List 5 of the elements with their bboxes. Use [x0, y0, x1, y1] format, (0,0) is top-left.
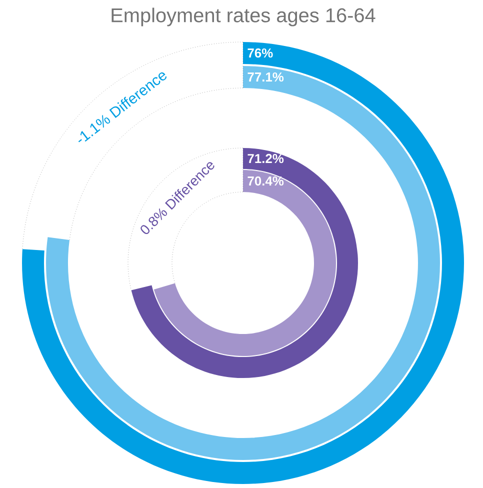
text: Employment rates ages 16-64 [112, 8, 376, 26]
data-label: 70.4% [248, 176, 284, 186]
data-label: 76% [248, 48, 273, 58]
data-label: 77.1% [248, 72, 284, 82]
data-label: 71.2% [248, 154, 284, 164]
